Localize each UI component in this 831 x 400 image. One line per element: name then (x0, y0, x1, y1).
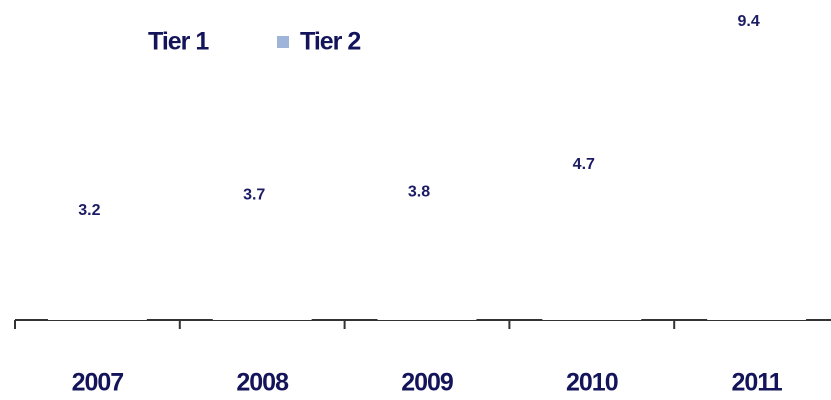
x-tick-label: 2010 (566, 369, 618, 397)
legend-swatch (148, 36, 160, 48)
legend-label: Tier 2 (300, 28, 360, 56)
bar (707, 34, 807, 320)
x-tick-label: 2011 (731, 369, 782, 397)
bar (47, 222, 147, 320)
legend-swatch (277, 36, 289, 48)
x-tick-label: 2008 (236, 369, 289, 397)
legend-label: Tier 1 (148, 28, 209, 56)
bar (212, 207, 312, 320)
value-label: 9.4 (737, 13, 759, 30)
bar (542, 177, 642, 320)
bar (377, 204, 477, 320)
value-label: 4.7 (573, 156, 595, 173)
x-tick-label: 2007 (72, 369, 124, 397)
value-label: 3.8 (408, 184, 430, 201)
x-tick-label: 2009 (401, 369, 453, 397)
value-label: 3.2 (78, 202, 100, 219)
value-label: 3.7 (243, 187, 265, 204)
